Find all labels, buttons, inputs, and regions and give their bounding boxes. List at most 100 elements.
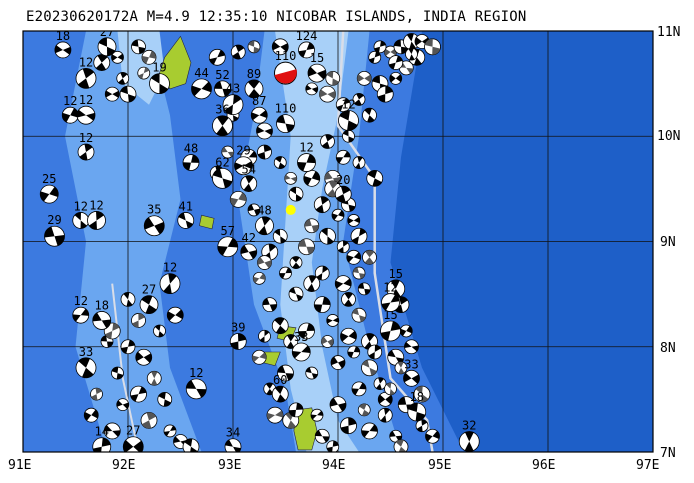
ball-quadrant bbox=[280, 43, 289, 52]
mechanism-35 bbox=[185, 378, 207, 400]
mechanism-label: 12 bbox=[79, 131, 93, 145]
mechanism-unlabeled bbox=[357, 282, 371, 296]
mechanism-label: 29 bbox=[47, 213, 61, 227]
ball-quadrant bbox=[353, 217, 360, 224]
ball-quadrant bbox=[321, 228, 328, 237]
ball-quadrant bbox=[394, 39, 401, 47]
mechanism-unlabeled bbox=[289, 256, 303, 269]
mechanism-unlabeled bbox=[321, 335, 334, 348]
ball-quadrant bbox=[330, 397, 338, 407]
ball-quadrant bbox=[394, 304, 403, 313]
ball-quadrant bbox=[264, 260, 272, 269]
ball-quadrant bbox=[112, 430, 121, 437]
ball-quadrant bbox=[216, 115, 229, 126]
mechanism-unlabeled bbox=[258, 329, 271, 343]
mechanism-unlabeled bbox=[305, 366, 319, 380]
mechanism-label: 18 bbox=[95, 298, 109, 312]
ball-quadrant bbox=[120, 72, 128, 79]
ball-quadrant bbox=[388, 62, 396, 70]
ball-quadrant bbox=[464, 441, 474, 452]
ball-quadrant bbox=[389, 74, 396, 83]
ball-quadrant bbox=[289, 287, 296, 295]
mechanism-unlabeled bbox=[415, 419, 429, 433]
ball-quadrant bbox=[54, 45, 63, 54]
ball-quadrant bbox=[92, 446, 102, 452]
ball-quadrant bbox=[359, 228, 367, 237]
mechanism-unlabeled bbox=[288, 186, 304, 202]
mechanism-30 bbox=[72, 306, 90, 324]
ball-quadrant bbox=[343, 130, 349, 137]
ball-quadrant bbox=[369, 57, 375, 64]
mechanism-44 bbox=[458, 431, 480, 452]
ball-quadrant bbox=[170, 425, 176, 431]
mechanism-label: 15 bbox=[389, 267, 403, 281]
lon-label-97e: 97E bbox=[636, 458, 660, 473]
mechanism-label: 27 bbox=[126, 424, 140, 438]
mechanism-label: 44 bbox=[194, 66, 208, 80]
mechanism-unlabeled bbox=[182, 438, 200, 452]
mechanism-unlabeled bbox=[272, 228, 288, 244]
ball-quadrant bbox=[346, 254, 354, 263]
lon-label-91e: 91E bbox=[8, 458, 32, 473]
ball-quadrant bbox=[372, 75, 380, 84]
ball-quadrant bbox=[132, 320, 139, 328]
ball-quadrant bbox=[340, 332, 349, 342]
mechanism-unlabeled bbox=[367, 344, 383, 360]
ball-quadrant bbox=[151, 73, 160, 84]
mechanism-unlabeled bbox=[251, 349, 267, 365]
mechanism-32 bbox=[75, 357, 97, 379]
ball-quadrant bbox=[358, 282, 365, 289]
mechanism-unlabeled bbox=[135, 348, 153, 366]
ball-quadrant bbox=[49, 186, 59, 197]
mechanism-37 bbox=[92, 437, 112, 452]
mechanism-label: 89 bbox=[247, 67, 261, 81]
mechanism-unlabeled bbox=[319, 85, 336, 103]
ball-quadrant bbox=[376, 383, 382, 390]
mechanism-unlabeled bbox=[405, 47, 418, 61]
ball-quadrant bbox=[135, 351, 144, 362]
ball-quadrant bbox=[374, 51, 381, 58]
mechanism-unlabeled bbox=[111, 50, 124, 64]
ball-quadrant bbox=[338, 402, 346, 412]
mechanism-unlabeled bbox=[352, 156, 366, 169]
lat-label-7n: 7N bbox=[660, 446, 676, 461]
ball-quadrant bbox=[385, 86, 393, 95]
ball-quadrant bbox=[411, 374, 420, 384]
mechanism-unlabeled bbox=[326, 440, 340, 452]
ball-quadrant bbox=[365, 333, 375, 342]
ball-quadrant bbox=[403, 372, 412, 383]
mechanism-unlabeled bbox=[104, 86, 120, 102]
ball-quadrant bbox=[122, 402, 129, 409]
plate-boundary-line bbox=[336, 31, 434, 452]
mechanism-label: 34 bbox=[226, 426, 240, 440]
ball-quadrant bbox=[374, 46, 380, 53]
mechanism-unlabeled bbox=[389, 429, 403, 443]
island-0 bbox=[159, 35, 192, 90]
mechanism-unlabeled bbox=[137, 66, 151, 80]
ball-quadrant bbox=[118, 78, 126, 85]
ball-quadrant bbox=[285, 373, 294, 381]
ball-quadrant bbox=[380, 330, 391, 341]
mechanism-unlabeled bbox=[271, 38, 289, 56]
mechanism-2 bbox=[75, 67, 97, 89]
ball-quadrant bbox=[305, 84, 312, 91]
ball-quadrant bbox=[347, 217, 354, 224]
mechanism-41 bbox=[380, 320, 401, 342]
ball-quadrant bbox=[274, 317, 285, 326]
ball-quadrant bbox=[359, 403, 367, 410]
ball-quadrant bbox=[254, 208, 260, 216]
mechanism-unlabeled bbox=[257, 144, 272, 160]
ball-quadrant bbox=[258, 225, 268, 235]
mechanism-36 bbox=[271, 385, 289, 403]
ball-quadrant bbox=[342, 240, 349, 247]
ball-quadrant bbox=[374, 345, 381, 353]
mechanism-unlabeled bbox=[141, 49, 157, 65]
ball-quadrant bbox=[303, 176, 312, 186]
ball-quadrant bbox=[372, 178, 382, 187]
ball-quadrant bbox=[276, 114, 286, 124]
mechanism-unlabeled bbox=[336, 240, 350, 254]
mechanism-unlabeled bbox=[157, 391, 173, 407]
mechanism-unlabeled bbox=[314, 265, 330, 281]
mechanism-13 bbox=[244, 79, 264, 99]
